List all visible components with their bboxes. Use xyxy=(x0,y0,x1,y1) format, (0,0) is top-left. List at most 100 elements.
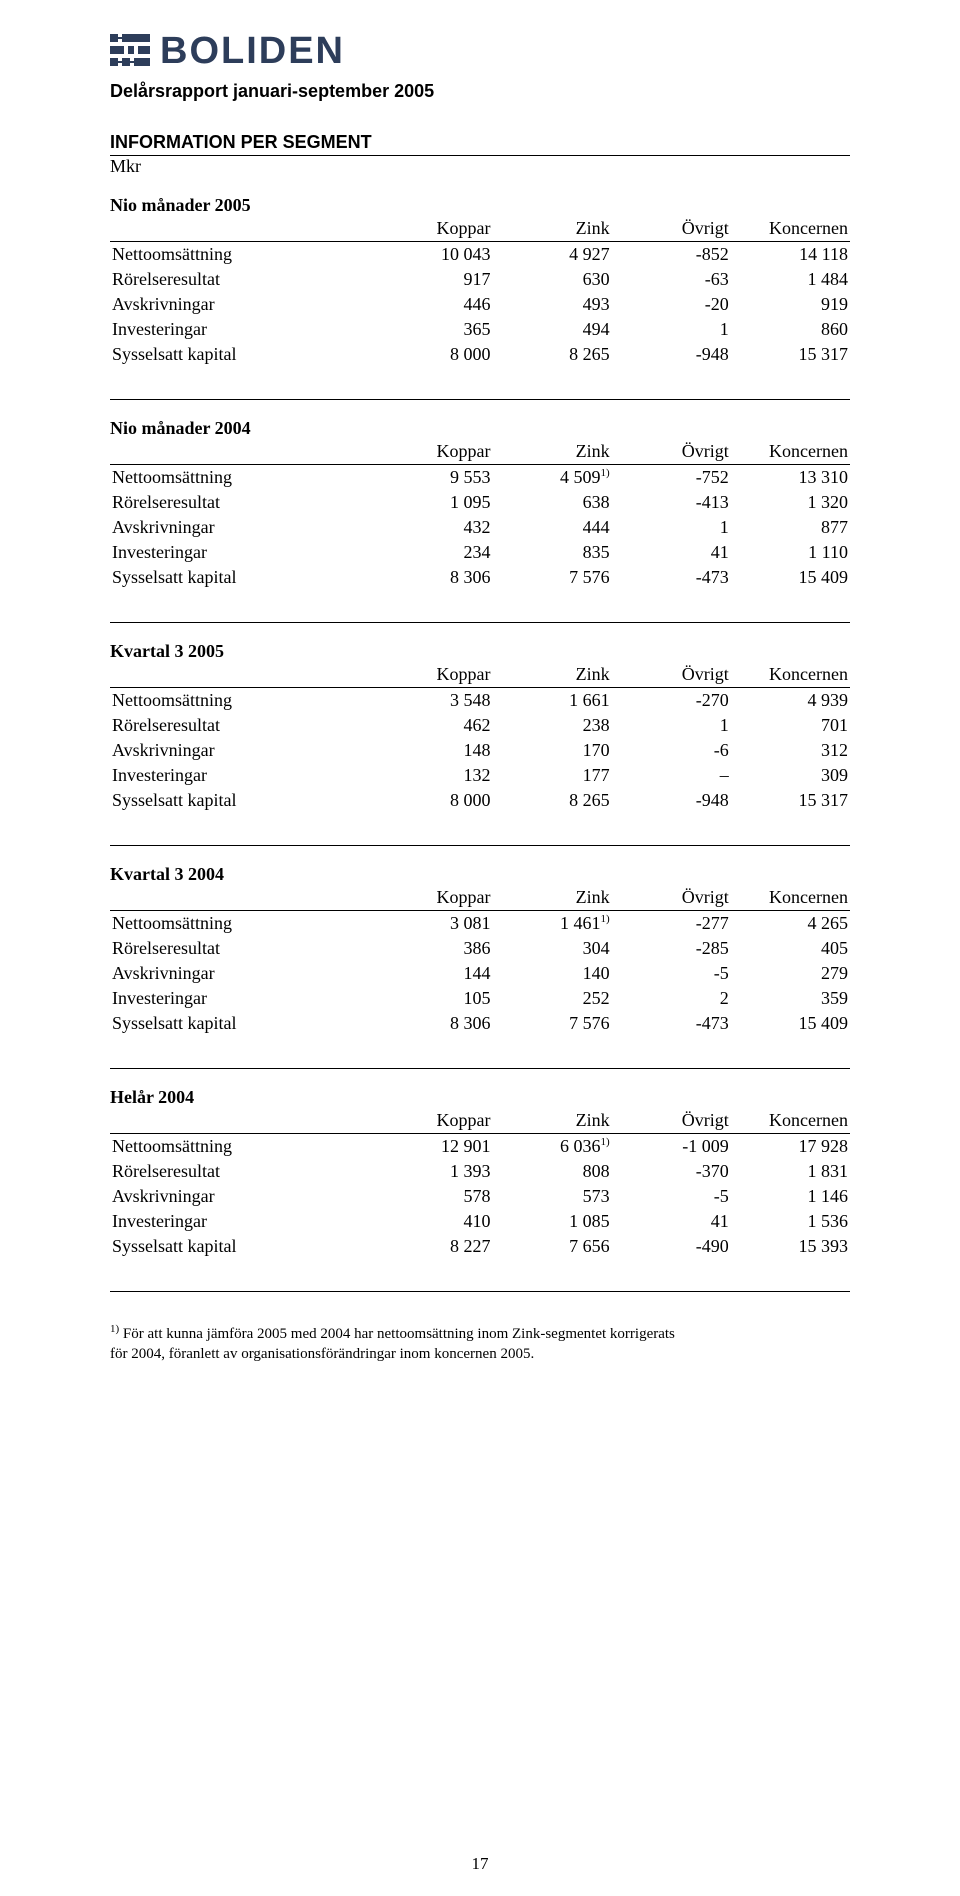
cell-value: 446 xyxy=(373,292,492,317)
cell-value: 444 xyxy=(492,515,611,540)
cell-value: 1 536 xyxy=(731,1209,850,1234)
cell-value: 877 xyxy=(731,515,850,540)
cell-value: 1 xyxy=(612,317,731,342)
logo: BOLIDEN xyxy=(110,30,850,73)
cell-value: 304 xyxy=(492,936,611,961)
cell-value: 312 xyxy=(731,738,850,763)
row-label: Rörelseresultat xyxy=(110,267,373,292)
cell-value: 8 306 xyxy=(373,565,492,590)
column-header: Zink xyxy=(492,439,611,465)
cell-value: 3 548 xyxy=(373,688,492,714)
row-label: Rörelseresultat xyxy=(110,490,373,515)
cell-value: -948 xyxy=(612,788,731,813)
cell-value: 309 xyxy=(731,763,850,788)
cell-value: -277 xyxy=(612,911,731,937)
table-divider xyxy=(110,1068,850,1069)
cell-value: -752 xyxy=(612,465,731,491)
row-label: Sysselsatt kapital xyxy=(110,1011,373,1036)
footnote-marker: 1) xyxy=(110,1323,119,1335)
row-label: Investeringar xyxy=(110,763,373,788)
cell-value: 573 xyxy=(492,1184,611,1209)
column-header: Övrigt xyxy=(612,216,731,242)
column-header: Koppar xyxy=(373,216,492,242)
cell-value: -852 xyxy=(612,242,731,268)
cell-value: 17 928 xyxy=(731,1134,850,1160)
column-header: Koncernen xyxy=(731,1108,850,1134)
cell-value: 919 xyxy=(731,292,850,317)
table-title: Kvartal 3 2004 xyxy=(110,864,850,885)
row-label: Avskrivningar xyxy=(110,515,373,540)
table-row: Avskrivningar4324441877 xyxy=(110,515,850,540)
row-label: Nettoomsättning xyxy=(110,242,373,268)
table-row: Rörelseresultat1 095638-4131 320 xyxy=(110,490,850,515)
column-header: Övrigt xyxy=(612,1108,731,1134)
cell-value: 41 xyxy=(612,540,731,565)
table-title: Nio månader 2004 xyxy=(110,418,850,439)
cell-value: -413 xyxy=(612,490,731,515)
cell-value: 4 5091) xyxy=(492,465,611,491)
row-label: Nettoomsättning xyxy=(110,911,373,937)
cell-value: 917 xyxy=(373,267,492,292)
cell-value: 8 306 xyxy=(373,1011,492,1036)
table-row: Avskrivningar578573-51 146 xyxy=(110,1184,850,1209)
cell-value: 15 409 xyxy=(731,1011,850,1036)
table-row: Avskrivningar446493-20919 xyxy=(110,292,850,317)
row-label: Avskrivningar xyxy=(110,292,373,317)
cell-value: 405 xyxy=(731,936,850,961)
cell-value: 279 xyxy=(731,961,850,986)
column-header: Zink xyxy=(492,885,611,911)
row-label: Sysselsatt kapital xyxy=(110,565,373,590)
cell-value: 1 146 xyxy=(731,1184,850,1209)
cell-value: 10 043 xyxy=(373,242,492,268)
cell-value: 8 227 xyxy=(373,1234,492,1259)
cell-value: 7 576 xyxy=(492,565,611,590)
page-number: 17 xyxy=(0,1854,960,1874)
segment-table: KopparZinkÖvrigtKoncernenNettoomsättning… xyxy=(110,885,850,1036)
table-title: Helår 2004 xyxy=(110,1087,850,1108)
cell-value: -490 xyxy=(612,1234,731,1259)
row-label: Sysselsatt kapital xyxy=(110,1234,373,1259)
cell-value: 638 xyxy=(492,490,611,515)
logo-new-icon xyxy=(110,32,150,72)
segment-table: KopparZinkÖvrigtKoncernenNettoomsättning… xyxy=(110,439,850,590)
cell-value: 148 xyxy=(373,738,492,763)
cell-value: 144 xyxy=(373,961,492,986)
cell-value: -6 xyxy=(612,738,731,763)
column-header: Zink xyxy=(492,1108,611,1134)
footnote-text: För att kunna jämföra 2005 med 2004 har … xyxy=(110,1326,675,1362)
cell-value: -5 xyxy=(612,961,731,986)
table-row: Sysselsatt kapital8 3067 576-47315 409 xyxy=(110,1011,850,1036)
section-title: INFORMATION PER SEGMENT xyxy=(110,132,850,156)
table-row: Investeringar1052522359 xyxy=(110,986,850,1011)
cell-value: 701 xyxy=(731,713,850,738)
cell-value: 630 xyxy=(492,267,611,292)
row-label: Rörelseresultat xyxy=(110,1159,373,1184)
column-header: Koncernen xyxy=(731,662,850,688)
footnote: 1) För att kunna jämföra 2005 med 2004 h… xyxy=(110,1322,690,1365)
table-row: Nettoomsättning3 5481 661-2704 939 xyxy=(110,688,850,714)
cell-value: -285 xyxy=(612,936,731,961)
row-label: Sysselsatt kapital xyxy=(110,788,373,813)
cell-value: – xyxy=(612,763,731,788)
cell-value: 4 265 xyxy=(731,911,850,937)
cell-value: 3 081 xyxy=(373,911,492,937)
cell-value: 41 xyxy=(612,1209,731,1234)
cell-value: 7 576 xyxy=(492,1011,611,1036)
cell-value: 4 939 xyxy=(731,688,850,714)
cell-value: -63 xyxy=(612,267,731,292)
cell-value: 432 xyxy=(373,515,492,540)
cell-value: 8 265 xyxy=(492,342,611,367)
cell-value: 4 927 xyxy=(492,242,611,268)
cell-value: 365 xyxy=(373,317,492,342)
column-header: Zink xyxy=(492,662,611,688)
cell-value: 493 xyxy=(492,292,611,317)
row-label: Avskrivningar xyxy=(110,961,373,986)
currency-unit: Mkr xyxy=(110,156,850,177)
logo-text: BOLIDEN xyxy=(160,30,345,73)
table-divider xyxy=(110,399,850,400)
cell-value: 15 393 xyxy=(731,1234,850,1259)
column-header: Koppar xyxy=(373,662,492,688)
row-label: Nettoomsättning xyxy=(110,1134,373,1160)
cell-value: 860 xyxy=(731,317,850,342)
cell-value: 15 409 xyxy=(731,565,850,590)
